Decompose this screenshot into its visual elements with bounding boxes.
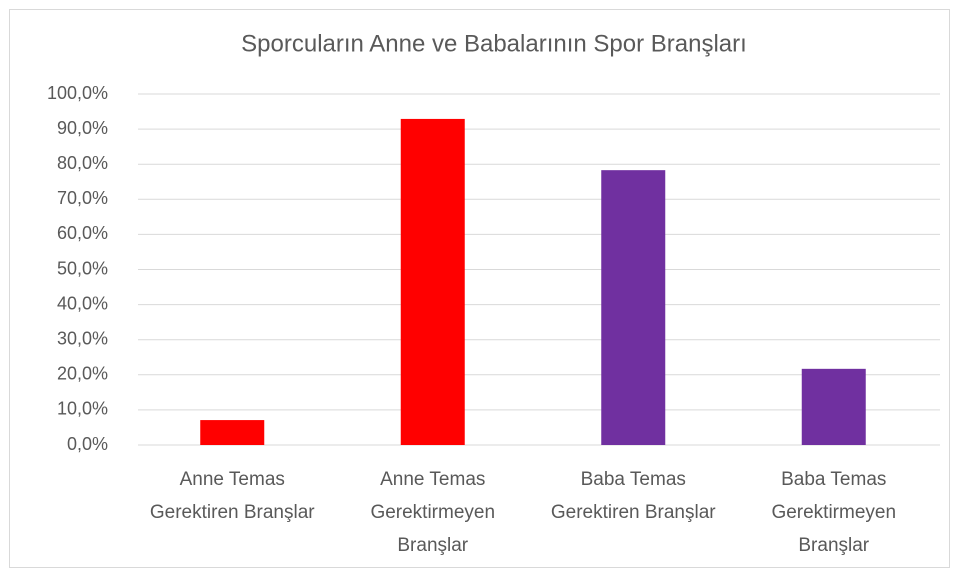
y-tick-label: 50,0% <box>57 258 108 278</box>
y-tick-label: 10,0% <box>57 399 108 419</box>
chart-border <box>9 9 950 568</box>
y-tick-label: 70,0% <box>57 188 108 208</box>
y-tick-label: 80,0% <box>57 153 108 173</box>
y-tick-label: 60,0% <box>57 223 108 243</box>
bar <box>801 368 866 445</box>
bar <box>601 170 666 446</box>
x-tick-label: Baba Temas Gerektiren Branşlar <box>550 469 716 523</box>
x-tick-label: Anne Temas Gerektiren Branşlar <box>149 469 315 523</box>
y-tick-label: 90,0% <box>57 118 108 138</box>
bar <box>400 118 465 446</box>
x-tick-label: Baba Temas Gerektirmeyen Branşlar <box>771 469 897 556</box>
y-tick-label: 0,0% <box>67 434 108 454</box>
y-tick-label: 40,0% <box>57 293 108 313</box>
x-tick-label: Anne Temas Gerektirmeyen Branşlar <box>370 469 496 556</box>
chart-title: Sporcuların Anne ve Babalarının Spor Bra… <box>241 30 747 57</box>
y-tick-label: 100,0% <box>47 83 108 103</box>
bar <box>200 420 265 445</box>
y-tick-label: 20,0% <box>57 364 108 384</box>
y-tick-label: 30,0% <box>57 328 108 348</box>
